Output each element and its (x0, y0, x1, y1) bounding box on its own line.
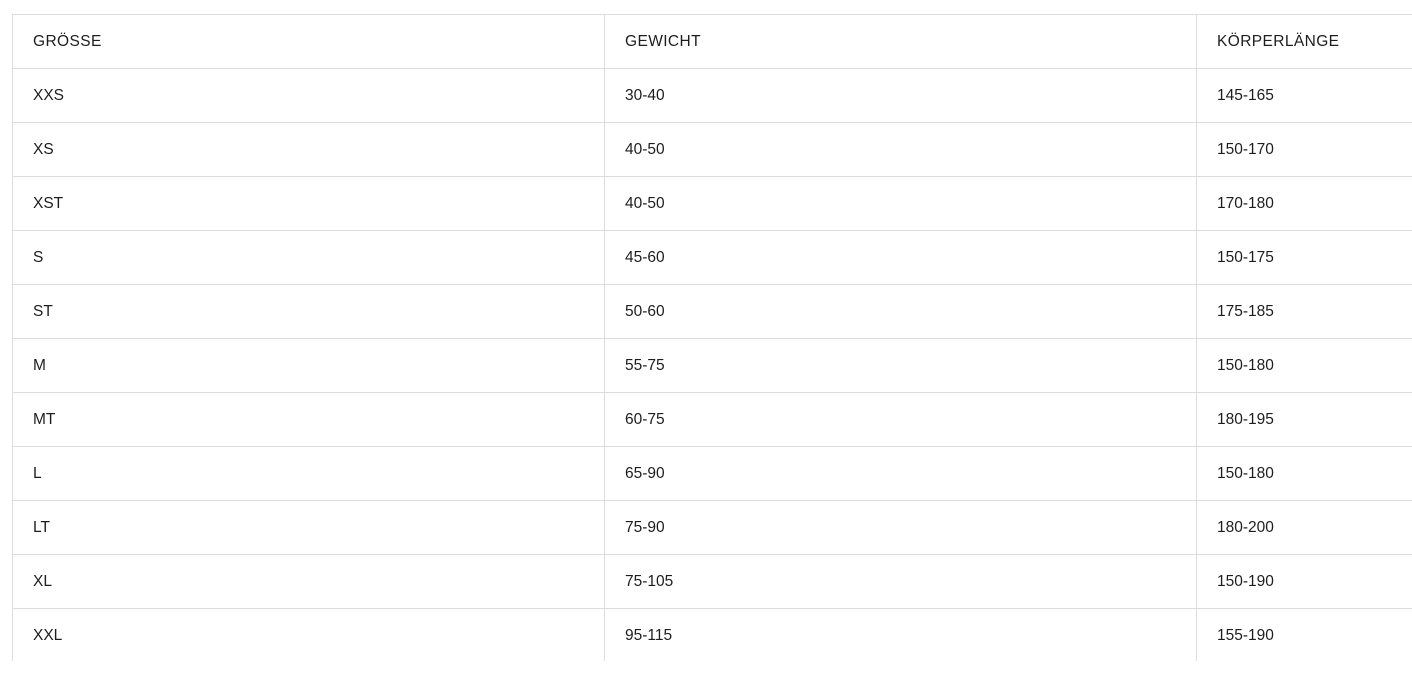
size-table-container: GRÖSSE GEWICHT KÖRPERLÄNGE XXS 30-40 145-165… (12, 14, 1412, 661)
table-cell: 75-105 (604, 554, 1197, 609)
table-cell: 45-60 (604, 230, 1197, 285)
table-cell: L (12, 446, 605, 501)
table-cell: 180-195 (1196, 392, 1412, 447)
table-cell: 30-40 (604, 68, 1197, 123)
table-cell: 175-185 (1196, 284, 1412, 339)
table-cell: 170-180 (1196, 176, 1412, 231)
table-row: LT 75-90 180-200 (12, 500, 1412, 555)
column-header-gewicht: GEWICHT (604, 14, 1197, 69)
table-cell: 150-190 (1196, 554, 1412, 609)
table-cell: 150-180 (1196, 446, 1412, 501)
table-cell: 65-90 (604, 446, 1197, 501)
table-row: XST 40-50 170-180 (12, 176, 1412, 231)
column-header-koerperlaenge: KÖRPERLÄNGE (1196, 14, 1412, 69)
table-row: ST 50-60 175-185 (12, 284, 1412, 339)
table-cell: 40-50 (604, 122, 1197, 177)
header-row: GRÖSSE GEWICHT KÖRPERLÄNGE (12, 14, 1412, 69)
column-header-groesse: GRÖSSE (12, 14, 605, 69)
table-cell: 50-60 (604, 284, 1197, 339)
table-cell: XL (12, 554, 605, 609)
table-cell: 180-200 (1196, 500, 1412, 555)
table-cell: MT (12, 392, 605, 447)
table-cell: LT (12, 500, 605, 555)
table-cell: 155-190 (1196, 608, 1412, 661)
table-cell: S (12, 230, 605, 285)
table-cell: XST (12, 176, 605, 231)
table-cell: ST (12, 284, 605, 339)
table-cell: 145-165 (1196, 68, 1412, 123)
table-row: XXL 95-115 155-190 (12, 608, 1412, 661)
table-cell: XXL (12, 608, 605, 661)
table-cell: 40-50 (604, 176, 1197, 231)
table-cell: XXS (12, 68, 605, 123)
table-cell: M (12, 338, 605, 393)
table-body: XXS 30-40 145-165 XS 40-50 150-170 XST 40-50 170… (12, 68, 1412, 661)
size-table: GRÖSSE GEWICHT KÖRPERLÄNGE XXS 30-40 145-165… (12, 14, 1412, 661)
table-cell: 150-170 (1196, 122, 1412, 177)
table-row: L 65-90 150-180 (12, 446, 1412, 501)
table-cell: 150-180 (1196, 338, 1412, 393)
table-cell: 150-175 (1196, 230, 1412, 285)
table-row: S 45-60 150-175 (12, 230, 1412, 285)
table-cell: XS (12, 122, 605, 177)
table-row: M 55-75 150-180 (12, 338, 1412, 393)
table-row: XL 75-105 150-190 (12, 554, 1412, 609)
table-cell: 95-115 (604, 608, 1197, 661)
table-cell: 55-75 (604, 338, 1197, 393)
table-cell: 75-90 (604, 500, 1197, 555)
table-row: MT 60-75 180-195 (12, 392, 1412, 447)
table-row: XS 40-50 150-170 (12, 122, 1412, 177)
table-cell: 60-75 (604, 392, 1197, 447)
table-row: XXS 30-40 145-165 (12, 68, 1412, 123)
